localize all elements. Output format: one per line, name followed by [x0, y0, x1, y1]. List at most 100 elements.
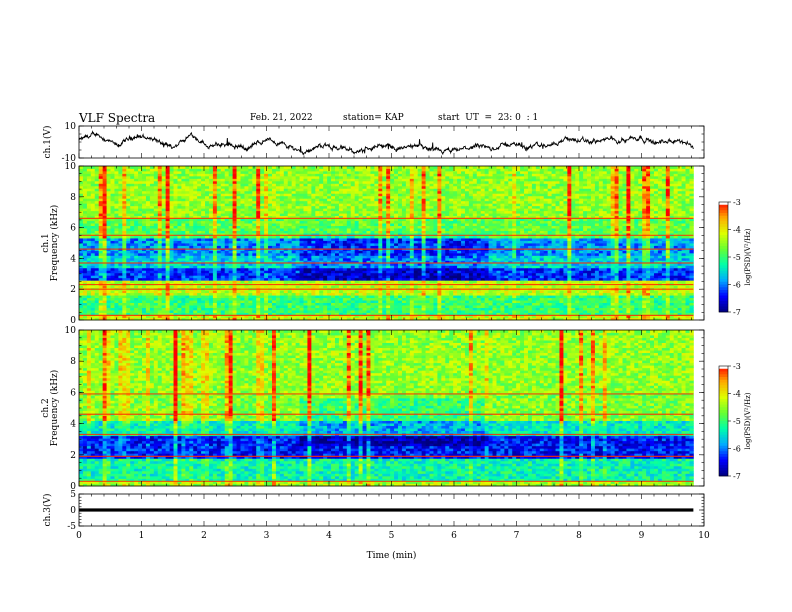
- spectrogram-cell: [496, 307, 501, 311]
- spectrogram-cell: [201, 265, 206, 269]
- spectrogram-cell: [630, 272, 635, 276]
- spectrogram-cell: [484, 297, 489, 301]
- spectrogram-cell: [567, 280, 572, 284]
- spectrogram-cell: [409, 262, 415, 266]
- spectrogram-cell: [130, 295, 135, 299]
- spectrogram-cell: [362, 272, 367, 276]
- spectrogram-cell: [524, 255, 529, 259]
- spectrogram-cell: [134, 285, 139, 289]
- spectrogram-cell: [472, 277, 478, 281]
- spectrogram-cell: [669, 260, 675, 264]
- spectrogram-cell: [630, 243, 635, 246]
- spectrogram-cell: [165, 252, 170, 256]
- spectrogram-cell: [457, 257, 462, 261]
- spectrogram-cell: [661, 307, 667, 311]
- spectrogram-cell: [126, 265, 131, 269]
- spectrogram-cell: [370, 252, 375, 256]
- spectrogram-cell: [429, 252, 434, 256]
- spectrogram-cell: [405, 260, 411, 264]
- spectrogram-cell: [370, 257, 375, 261]
- spectrogram-cell: [520, 277, 525, 281]
- spectrogram-cell: [138, 280, 143, 284]
- spectrogram-cell: [299, 270, 304, 274]
- spectrogram-cell: [283, 245, 289, 249]
- spectrogram-cell: [283, 252, 289, 256]
- spectrogram-cell: [575, 260, 580, 264]
- spectrogram-cell: [334, 257, 340, 261]
- spectrogram-cell: [291, 285, 297, 289]
- spectrogram-cell: [602, 262, 608, 266]
- spectrogram-cell: [606, 307, 612, 311]
- spectrogram-cell: [382, 272, 387, 276]
- spectrogram-cell: [248, 272, 253, 276]
- spectrogram-cell: [90, 272, 96, 276]
- spectrogram-cell: [378, 265, 383, 269]
- spectrogram-cell: [500, 305, 505, 308]
- spectrogram-cell: [311, 305, 316, 308]
- spectrogram-cell: [437, 317, 442, 321]
- spectrogram-cell: [587, 250, 592, 254]
- spectrogram-cell: [468, 280, 474, 284]
- spectrogram-cell: [189, 280, 194, 284]
- spectrogram-cell: [681, 317, 686, 321]
- spectrogram-cell: [571, 245, 576, 249]
- spectrogram-cell: [299, 275, 304, 279]
- spectrogram-cell: [142, 297, 147, 301]
- spectrogram-cell: [449, 302, 454, 306]
- spectrogram-cell: [527, 243, 533, 246]
- spectrogram-cell: [283, 262, 289, 266]
- spectrogram-cell: [295, 250, 300, 254]
- spectrogram-cell: [216, 315, 222, 318]
- spectrogram-cell: [205, 272, 210, 276]
- spectrogram-cell: [244, 307, 249, 311]
- spectrogram-cell: [480, 270, 486, 274]
- spectrogram-cell: [315, 280, 320, 284]
- spectrogram-cell: [598, 285, 604, 289]
- spectrogram-cell: [157, 272, 163, 276]
- spectrogram-cell: [579, 255, 584, 259]
- spectrogram-cell: [193, 290, 198, 294]
- spectrogram-cell: [669, 245, 675, 249]
- spectrogram-cell: [606, 245, 612, 249]
- spectrogram-cell: [346, 265, 352, 269]
- spectrogram-cell: [547, 260, 552, 264]
- spectrogram-cell: [567, 267, 572, 271]
- spectrogram-cell: [382, 270, 387, 274]
- spectrogram-cell: [271, 260, 277, 264]
- spectrogram-cell: [94, 245, 100, 249]
- spectrogram-cell: [358, 307, 363, 311]
- spectrogram-cell: [425, 300, 430, 304]
- spectrogram-cell: [642, 290, 647, 294]
- spectrogram-cell: [453, 255, 458, 259]
- spectrogram-cell: [602, 295, 608, 299]
- spectrogram-cell: [453, 267, 458, 271]
- spectrogram-cell: [464, 307, 470, 311]
- spectrogram-cell: [90, 243, 96, 246]
- spectrogram-cell: [665, 315, 671, 318]
- spectrogram-cell: [618, 280, 623, 284]
- spectrogram-cell: [398, 277, 403, 281]
- spectrogram-cell: [138, 302, 143, 306]
- spectrogram-cell: [657, 275, 663, 279]
- spectrogram-cell: [606, 297, 612, 301]
- spectrogram-cell: [429, 270, 434, 274]
- spectrogram-cell: [165, 243, 170, 246]
- spectrogram-cell: [110, 280, 115, 284]
- spectrogram-cell: [602, 260, 608, 264]
- spectrogram-cell: [279, 310, 285, 313]
- spectrogram-cell: [551, 280, 556, 284]
- spectrogram-cell: [193, 275, 198, 279]
- spectrogram-cell: [82, 285, 88, 289]
- spectrogram-cell: [394, 307, 399, 311]
- spectrogram-cell: [417, 265, 423, 269]
- spectrogram-cell: [598, 252, 604, 256]
- spectrogram-cell: [323, 290, 328, 294]
- spectrogram-cell: [205, 267, 210, 271]
- spectrogram-cell: [405, 307, 411, 311]
- spectrogram-cell: [142, 257, 147, 261]
- spectrogram-cell: [638, 310, 643, 313]
- spectrogram-cell: [311, 275, 316, 279]
- spectrogram-cell: [401, 305, 407, 308]
- spectrogram-cell: [610, 255, 616, 259]
- station-label: station= KAP: [343, 113, 404, 123]
